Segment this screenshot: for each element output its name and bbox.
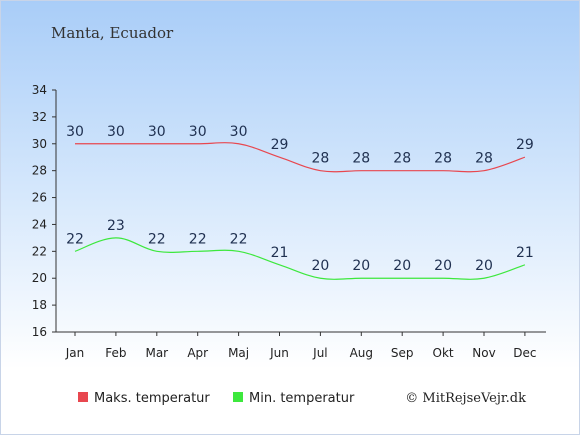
- max-value-label: 30: [66, 124, 84, 140]
- min-value-label: 20: [434, 258, 452, 274]
- legend: Maks. temperatur Min. temperatur: [78, 391, 355, 406]
- y-tick-label: 28: [32, 164, 47, 178]
- x-tick-label: Jun: [269, 346, 289, 360]
- x-tick-label: Apr: [187, 346, 208, 360]
- axes: 16 18 20 22 24 26 28 30 32 34 Jan Feb Mar Apr Maj Jun Ju…: [32, 83, 546, 360]
- y-tick-label: 34: [32, 83, 47, 97]
- max-temperature-line: [74, 142, 526, 173]
- min-value-label: 22: [148, 231, 166, 247]
- max-value-label: 28: [434, 151, 452, 167]
- x-tick-label: Mar: [145, 346, 168, 360]
- data-labels: 30 30 30 30 30 29 28 28 28 28 28 29 22 23 22 22 22 21 20 20…: [66, 124, 534, 274]
- x-tick-label: Nov: [472, 346, 495, 360]
- y-tick-label: 32: [32, 110, 47, 124]
- legend-label-max: Maks. temperatur: [94, 391, 210, 406]
- min-value-label: 21: [516, 245, 534, 261]
- max-value-label: 30: [107, 124, 125, 140]
- min-value-label: 21: [271, 245, 289, 261]
- max-value-label: 30: [230, 124, 248, 140]
- y-tick-label: 26: [32, 191, 47, 205]
- chart-title: Manta, Ecuador: [51, 24, 174, 42]
- max-value-label: 28: [311, 151, 329, 167]
- max-value-label: 30: [148, 124, 166, 140]
- min-value-label: 20: [393, 258, 411, 274]
- y-tick-label: 16: [32, 325, 47, 339]
- max-value-label: 28: [352, 151, 370, 167]
- x-tick-label: Feb: [105, 346, 126, 360]
- legend-swatch-min: [233, 392, 243, 402]
- credit-text: © MitRejseVejr.dk: [405, 391, 526, 406]
- x-tick-label: Sep: [391, 346, 414, 360]
- max-value-label: 28: [475, 151, 493, 167]
- x-tick-label: Maj: [228, 346, 249, 360]
- min-value-label: 20: [475, 258, 493, 274]
- max-value-label: 30: [189, 124, 207, 140]
- y-tick-label: 22: [32, 244, 47, 258]
- min-value-label: 23: [107, 218, 125, 234]
- min-temperature-line: [74, 237, 526, 280]
- min-value-label: 22: [230, 231, 248, 247]
- min-value-label: 22: [66, 231, 84, 247]
- min-value-label: 22: [189, 231, 207, 247]
- min-value-label: 20: [311, 258, 329, 274]
- x-tick-label: Aug: [350, 346, 373, 360]
- x-tick-label: Jul: [312, 346, 327, 360]
- max-value-label: 28: [393, 151, 411, 167]
- x-tick-label: Okt: [433, 346, 454, 360]
- max-value-label: 29: [516, 137, 534, 153]
- y-tick-label: 18: [32, 298, 47, 312]
- min-value-label: 20: [352, 258, 370, 274]
- y-tick-label: 20: [32, 271, 47, 285]
- y-tick-label: 24: [32, 217, 47, 231]
- legend-label-min: Min. temperatur: [249, 391, 355, 406]
- legend-swatch-max: [78, 392, 88, 402]
- x-tick-label: Jan: [65, 346, 85, 360]
- max-value-label: 29: [271, 137, 289, 153]
- series-lines: [74, 142, 526, 280]
- x-tick-label: Dec: [513, 346, 536, 360]
- y-tick-label: 30: [32, 137, 47, 151]
